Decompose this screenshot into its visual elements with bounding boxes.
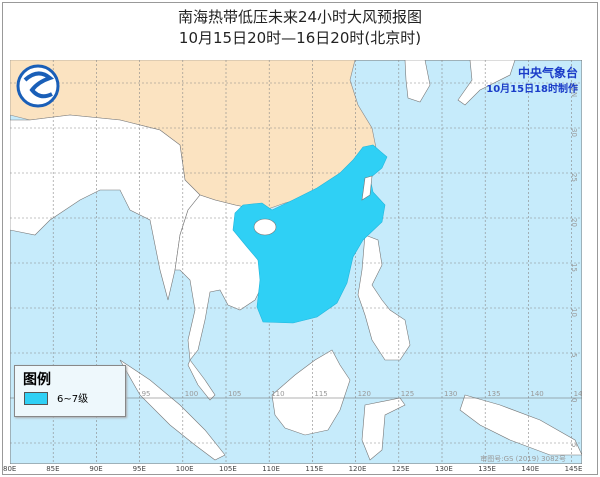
lat-label: 25 (570, 173, 578, 182)
inner-lon-label: 145 (574, 390, 582, 398)
hainan-island (253, 218, 277, 236)
inner-lon-label: 125 (401, 390, 414, 398)
lon-label: 95E (132, 465, 146, 473)
map-title: 南海热带低压未来24小时大风预报图 (177, 8, 423, 26)
inner-lon-label: 115 (314, 390, 327, 398)
borneo-land (271, 349, 351, 436)
japan-land (457, 60, 516, 106)
lat-label: 0 (570, 398, 578, 402)
map-subtitle: 10月15日20时—16日20时(北京时) (178, 29, 422, 47)
inner-lon-label: 140 (530, 390, 543, 398)
inner-lon-label: 130 (444, 390, 457, 398)
lat-label: 5 (570, 353, 578, 357)
lon-label: 85E (46, 465, 60, 473)
lon-label: 115E (305, 465, 324, 473)
lat-label: 15 (570, 263, 578, 272)
lon-label: 125E (391, 465, 410, 473)
philippines-land (357, 234, 411, 361)
wind-area-6-7 (232, 144, 388, 324)
lat-label: 5 (570, 443, 578, 447)
korea-land (404, 60, 431, 103)
lon-label: 140E (521, 465, 540, 473)
inner-lon-label: 105 (228, 390, 241, 398)
agency-name: 中央气象台 (517, 66, 578, 80)
lon-label: 100E (175, 465, 194, 473)
lon-label: 105E (219, 465, 237, 473)
taiwan-island (361, 175, 373, 201)
legend-label: 6~7级 (57, 394, 89, 405)
lon-label: 80E (3, 465, 17, 473)
lon-label: 90E (89, 465, 103, 473)
cma-logo (16, 64, 60, 108)
inner-lon-label: 95 (142, 390, 151, 398)
inner-lon-label: 135 (487, 390, 500, 398)
india-land (10, 114, 201, 301)
lon-label: 120E (348, 465, 367, 473)
legend-swatch (24, 392, 48, 405)
lat-label: 35N (570, 83, 578, 97)
new-guinea-land (459, 394, 582, 456)
inner-lon-label: 120 (358, 390, 371, 398)
sumatra-land (119, 359, 226, 461)
lat-label: 10 (570, 308, 578, 317)
lon-label: 145E (564, 465, 583, 473)
lon-label: 130E (435, 465, 453, 473)
inner-lon-label: 100 (185, 390, 198, 398)
sulawesi-land (361, 397, 406, 461)
legend: 图例 6~7级 (14, 365, 126, 417)
malaya-land (187, 359, 216, 401)
approval-number: 审图号:GS (2019) 3082号 (480, 454, 566, 463)
lat-label: 30 (570, 128, 578, 137)
lon-label: 110E (262, 465, 280, 473)
legend-title: 图例 (23, 372, 51, 388)
lon-label: 135E (478, 465, 496, 473)
lat-label: 20 (570, 218, 578, 227)
issue-time: 10月15日18时制作 (486, 84, 578, 95)
inner-lon-label: 110 (271, 390, 284, 398)
